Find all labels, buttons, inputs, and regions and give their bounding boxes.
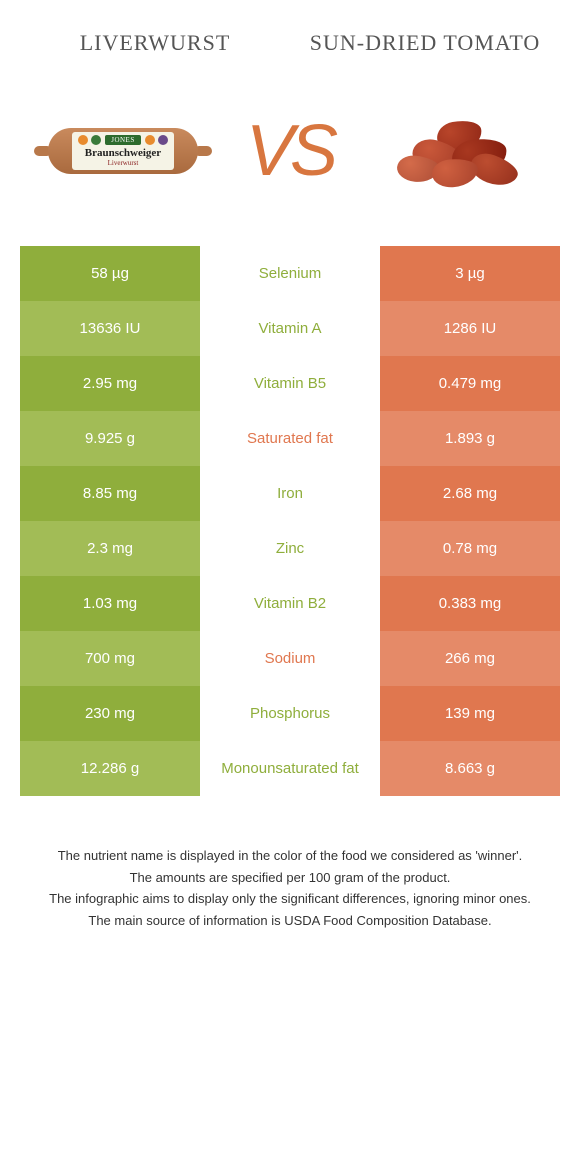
right-value: 0.383 mg — [380, 576, 560, 631]
left-value: 8.85 mg — [20, 466, 200, 521]
nutrient-row: 230 mgPhosphorus139 mg — [20, 686, 560, 741]
footnote-line: The infographic aims to display only the… — [30, 889, 550, 909]
nutrient-row: 2.3 mgZinc0.78 mg — [20, 521, 560, 576]
vs-label: VS — [246, 110, 334, 192]
header-right: Sun-dried tomato — [290, 30, 560, 56]
left-value: 700 mg — [20, 631, 200, 686]
right-value: 1.893 g — [380, 411, 560, 466]
nutrient-row: 12.286 gMonounsaturated fat8.663 g — [20, 741, 560, 796]
footnote-line: The amounts are specified per 100 gram o… — [30, 868, 550, 888]
nutrient-row: 8.85 mgIron2.68 mg — [20, 466, 560, 521]
nutrient-label: Phosphorus — [200, 686, 380, 741]
nutrient-label: Iron — [200, 466, 380, 521]
sausage-name-label: Braunschweiger — [85, 147, 161, 159]
right-value: 2.68 mg — [380, 466, 560, 521]
sausage-brand-label: JONES — [105, 135, 141, 145]
nutrient-row: 700 mgSodium266 mg — [20, 631, 560, 686]
nutrient-label: Saturated fat — [200, 411, 380, 466]
right-value: 0.78 mg — [380, 521, 560, 576]
left-value: 58 µg — [20, 246, 200, 301]
nutrient-row: 1.03 mgVitamin B20.383 mg — [20, 576, 560, 631]
right-value: 266 mg — [380, 631, 560, 686]
nutrient-label: Zinc — [200, 521, 380, 576]
nutrient-label: Monounsaturated fat — [200, 741, 380, 796]
nutrient-label: Sodium — [200, 631, 380, 686]
footnote-line: The nutrient name is displayed in the co… — [30, 846, 550, 866]
left-value: 2.3 mg — [20, 521, 200, 576]
sausage-sub-label: Liverwurst — [108, 159, 139, 167]
left-value: 1.03 mg — [20, 576, 200, 631]
header-left: Liverwurst — [20, 30, 290, 56]
nutrient-row: 13636 IUVitamin A1286 IU — [20, 301, 560, 356]
left-value: 2.95 mg — [20, 356, 200, 411]
right-value: 8.663 g — [380, 741, 560, 796]
liverwurst-image: JONES Braunschweiger Liverwurst — [20, 96, 226, 206]
left-value: 13636 IU — [20, 301, 200, 356]
header-row: Liverwurst Sun-dried tomato — [0, 0, 580, 66]
nutrient-label: Selenium — [200, 246, 380, 301]
right-value: 1286 IU — [380, 301, 560, 356]
nutrient-row: 2.95 mgVitamin B50.479 mg — [20, 356, 560, 411]
right-value: 3 µg — [380, 246, 560, 301]
nutrient-row: 9.925 gSaturated fat1.893 g — [20, 411, 560, 466]
footnote-line: The main source of information is USDA F… — [30, 911, 550, 931]
nutrient-row: 58 µgSelenium3 µg — [20, 246, 560, 301]
right-value: 139 mg — [380, 686, 560, 741]
tomato-image — [354, 96, 560, 206]
nutrient-table: 58 µgSelenium3 µg13636 IUVitamin A1286 I… — [20, 246, 560, 796]
left-value: 9.925 g — [20, 411, 200, 466]
hero-row: JONES Braunschweiger Liverwurst VS — [0, 66, 580, 246]
nutrient-label: Vitamin A — [200, 301, 380, 356]
nutrient-label: Vitamin B5 — [200, 356, 380, 411]
right-value: 0.479 mg — [380, 356, 560, 411]
footnotes: The nutrient name is displayed in the co… — [0, 796, 580, 952]
left-value: 12.286 g — [20, 741, 200, 796]
nutrient-label: Vitamin B2 — [200, 576, 380, 631]
left-value: 230 mg — [20, 686, 200, 741]
